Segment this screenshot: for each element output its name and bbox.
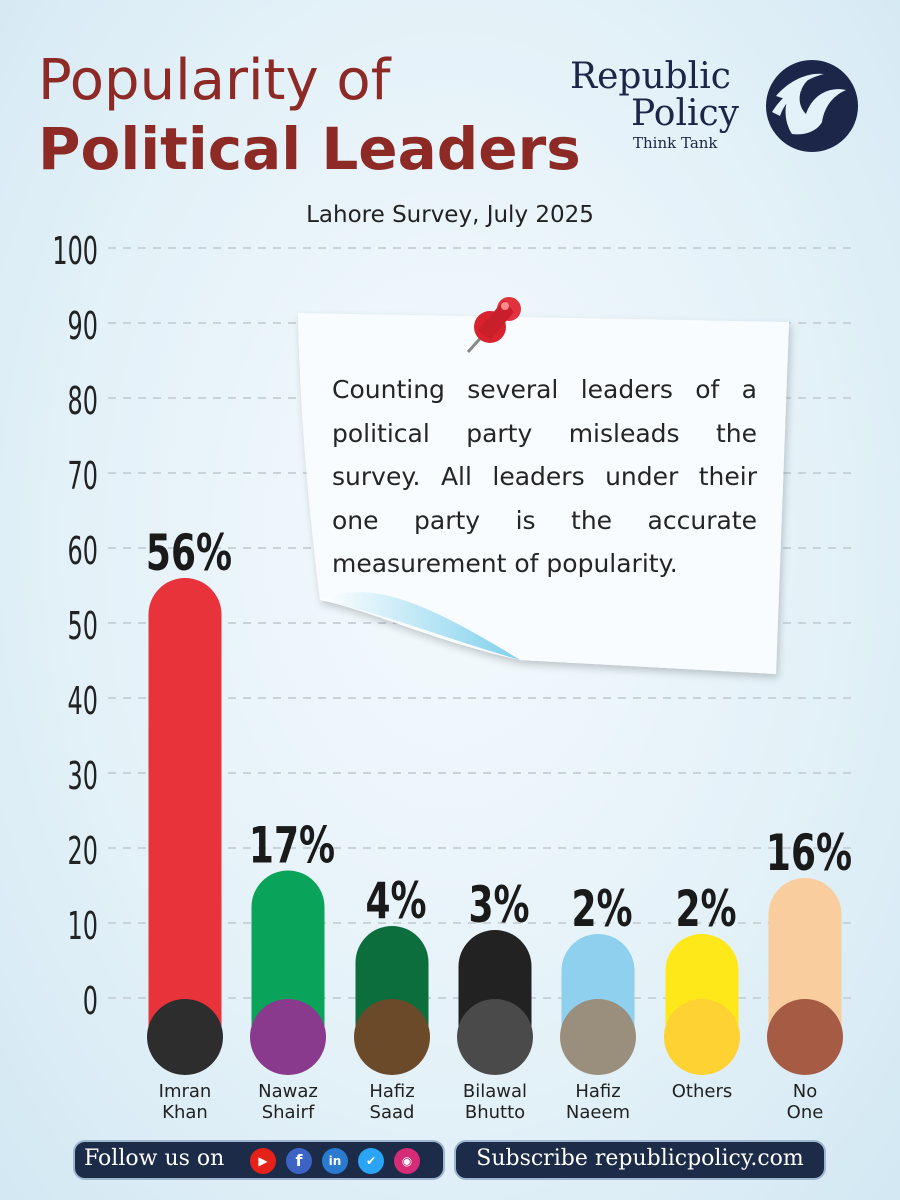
leader-avatar: [354, 999, 430, 1075]
brand-line1: Republic: [570, 56, 731, 97]
subscribe-bar[interactable]: [454, 1140, 826, 1180]
leader-avatar: [250, 999, 326, 1075]
category-label: Hafiz: [575, 1081, 620, 1102]
category-label: Saad: [370, 1102, 415, 1123]
y-tick-label: 90: [68, 304, 98, 348]
category-label: Others: [672, 1081, 733, 1102]
y-tick-label: 20: [68, 829, 98, 873]
bar-value-label: 16%: [766, 825, 852, 882]
facebook-icon[interactable]: f: [286, 1148, 312, 1174]
sticky-note-curl: [320, 592, 520, 660]
bar: [148, 578, 222, 1036]
category-label: No: [793, 1081, 817, 1102]
pushpin-icon: [466, 297, 521, 354]
y-tick-label: 80: [68, 379, 98, 423]
bar-value-label: 4%: [365, 873, 426, 930]
y-tick-label: 30: [68, 754, 98, 798]
category-label: One: [787, 1102, 824, 1123]
bar: [768, 878, 842, 1036]
page-title-line2: Political Leaders: [38, 115, 581, 183]
leader-avatar: [560, 999, 636, 1075]
leader-avatar: [457, 999, 533, 1075]
linkedin-icon[interactable]: in: [322, 1148, 348, 1174]
youtube-icon[interactable]: ▶: [250, 1148, 276, 1174]
bar-value-label: 2%: [675, 881, 736, 938]
brand-wordmark: Republic Policy Think Tank: [565, 56, 765, 156]
category-label: Shairf: [262, 1102, 315, 1123]
y-tick-label: 50: [68, 604, 98, 648]
y-tick-label: 40: [68, 679, 98, 723]
y-tick-label: 70: [68, 454, 98, 498]
leader-avatar: [767, 999, 843, 1075]
y-tick-label: 10: [68, 904, 98, 948]
category-label: Imran: [159, 1081, 212, 1102]
brand-tagline: Think Tank: [633, 134, 718, 152]
sticky-note: [298, 313, 789, 674]
eagle-logo-icon: [766, 60, 858, 152]
y-tick-label: 100: [52, 229, 98, 273]
page-title-line1: Popularity of: [38, 48, 391, 113]
leader-avatar: [664, 999, 740, 1075]
category-label: Bilawal: [463, 1081, 527, 1102]
twitter-icon[interactable]: ✔: [358, 1148, 384, 1174]
bar: [251, 870, 325, 1036]
bar-value-label: 3%: [468, 877, 529, 934]
category-label: Nawaz: [258, 1081, 318, 1102]
category-label: Hafiz: [369, 1081, 414, 1102]
leader-avatar: [147, 999, 223, 1075]
bar-value-label: 2%: [571, 881, 632, 938]
instagram-icon[interactable]: ◉: [394, 1148, 420, 1174]
follow-label: Follow us on: [84, 1146, 225, 1171]
bar-value-label: 17%: [249, 818, 335, 875]
chart-subtitle: Lahore Survey, July 2025: [306, 202, 594, 228]
note-text: Counting several leaders of a political …: [332, 375, 757, 578]
category-label: Naeem: [566, 1102, 630, 1123]
y-tick-label: 0: [83, 979, 98, 1023]
category-label: Bhutto: [465, 1102, 525, 1123]
subscribe-link[interactable]: Subscribe republicpolicy.com: [476, 1146, 804, 1171]
bar-value-label: 56%: [146, 525, 232, 582]
category-label: Khan: [162, 1102, 208, 1123]
y-tick-label: 60: [68, 529, 98, 573]
brand-line2: Policy: [631, 93, 739, 134]
